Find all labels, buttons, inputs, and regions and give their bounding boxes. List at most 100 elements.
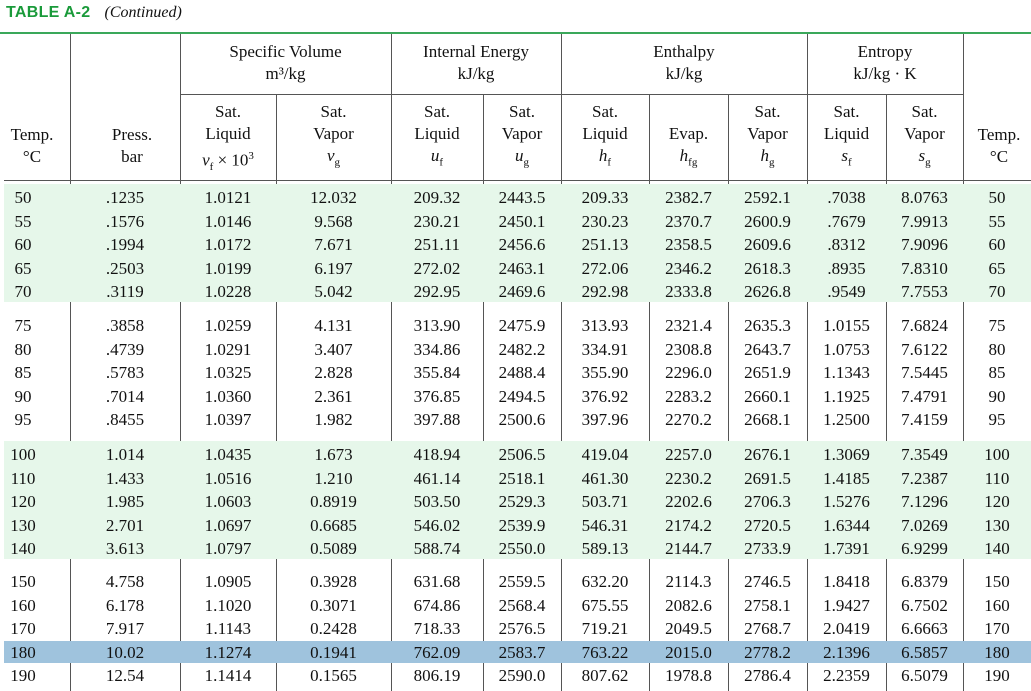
cell-hg: 2626.8 bbox=[744, 282, 791, 301]
cell-sf: .8935 bbox=[827, 258, 866, 278]
cell-uf: 272.02 bbox=[413, 258, 461, 278]
cell-uf: 230.21 bbox=[413, 211, 461, 231]
header-sg: Sat. Vapor sg bbox=[904, 102, 945, 169]
cell-uf: 313.90 bbox=[413, 316, 461, 335]
cell-vf: 1.0360 bbox=[204, 386, 252, 406]
cell-hfg: 2082.6 bbox=[665, 595, 712, 615]
cell-temp-right: 180 bbox=[984, 642, 1010, 662]
cell-ug: 2559.5 bbox=[498, 572, 546, 591]
cell-temp: 95 bbox=[14, 410, 32, 429]
cell-temp-right: 160 bbox=[984, 595, 1010, 615]
cell-sg: 7.6122 bbox=[901, 339, 948, 359]
cell-temp: 55 bbox=[14, 211, 32, 231]
group-entropy: Entropy kJ/kg · K bbox=[853, 42, 917, 83]
cell-hg: 2660.1 bbox=[744, 386, 791, 406]
cell-uf: 806.19 bbox=[413, 666, 461, 685]
cell-vg: 5.042 bbox=[314, 282, 353, 301]
cell-press: .7014 bbox=[105, 386, 145, 406]
cell-vf: 1.0259 bbox=[204, 316, 252, 335]
cell-sf: .9549 bbox=[827, 282, 866, 301]
cell-sg: 7.4159 bbox=[901, 410, 948, 429]
cell-press: .3858 bbox=[105, 316, 145, 335]
col-divider bbox=[180, 34, 181, 691]
cell-hg: 2676.1 bbox=[744, 445, 791, 464]
cell-temp: 190 bbox=[10, 666, 36, 685]
cell-ug: 2450.1 bbox=[498, 211, 546, 231]
cell-hg: 2635.3 bbox=[744, 316, 791, 335]
cell-sg: 7.7553 bbox=[901, 282, 948, 301]
cell-temp-right: 80 bbox=[988, 339, 1006, 359]
cell-vf: 1.1020 bbox=[204, 595, 252, 615]
cell-temp-right: 85 bbox=[988, 363, 1006, 382]
cell-uf: 209.32 bbox=[413, 188, 461, 207]
cell-sg: 6.6663 bbox=[901, 619, 948, 638]
cell-temp-right: 50 bbox=[988, 188, 1006, 207]
cell-sf: 2.0419 bbox=[823, 619, 870, 638]
cell-temp: 100 bbox=[10, 445, 36, 464]
cell-hf: 675.55 bbox=[581, 595, 629, 615]
cell-press: 3.613 bbox=[105, 539, 145, 558]
cell-vf: 1.0228 bbox=[204, 282, 252, 301]
cell-press: 1.433 bbox=[105, 468, 145, 488]
cell-temp: 70 bbox=[14, 282, 32, 301]
cell-ug: 2539.9 bbox=[498, 515, 546, 535]
cell-sf: 1.0155 bbox=[823, 316, 870, 335]
cell-hf: 419.04 bbox=[581, 445, 629, 464]
cell-sf: 1.9427 bbox=[823, 595, 870, 615]
cell-uf: 251.11 bbox=[413, 235, 461, 254]
cell-sf: .7679 bbox=[827, 211, 866, 231]
header-hfg: Evap. hfg bbox=[668, 124, 709, 169]
cell-ug: 2494.5 bbox=[498, 386, 546, 406]
cell-hg: 2691.5 bbox=[744, 468, 791, 488]
cell-hfg: 2370.7 bbox=[665, 211, 712, 231]
cell-sg: 7.6824 bbox=[901, 316, 948, 335]
cell-hf: 376.92 bbox=[581, 386, 629, 406]
cell-hfg: 2049.5 bbox=[665, 619, 712, 638]
cell-sf: 1.7391 bbox=[823, 539, 870, 558]
header-vf: Sat. Liquid vf × 103 bbox=[202, 102, 254, 174]
cell-vg: 2.828 bbox=[314, 363, 353, 382]
cell-vf: 1.0797 bbox=[204, 539, 252, 558]
cell-ug: 2456.6 bbox=[498, 235, 546, 254]
cell-sf: 1.2500 bbox=[823, 410, 870, 429]
cell-temp: 65 bbox=[14, 258, 32, 278]
cell-uf: 376.85 bbox=[413, 386, 461, 406]
cell-uf: 546.02 bbox=[413, 515, 461, 535]
header-vg: Sat. Vapor vg bbox=[313, 102, 354, 169]
cell-press: .1994 bbox=[105, 235, 145, 254]
cell-sg: 7.9913 bbox=[901, 211, 948, 231]
cell-vg: 1.673 bbox=[314, 445, 353, 464]
cell-temp-right: 150 bbox=[984, 572, 1010, 591]
cell-temp-right: 90 bbox=[988, 386, 1006, 406]
cell-sg: 8.0763 bbox=[901, 188, 948, 207]
cell-hf: 209.33 bbox=[581, 188, 629, 207]
cell-uf: 588.74 bbox=[413, 539, 461, 558]
cell-sf: 1.1343 bbox=[823, 363, 870, 382]
cell-hg: 2668.1 bbox=[744, 410, 791, 429]
cell-press: 4.758 bbox=[105, 572, 145, 591]
col-divider bbox=[728, 95, 729, 691]
top-rule bbox=[0, 32, 1031, 34]
cell-vg: 0.5089 bbox=[310, 539, 357, 558]
cell-vf: 1.0603 bbox=[204, 492, 252, 511]
cell-temp-right: 95 bbox=[988, 410, 1006, 429]
cell-sg: 7.5445 bbox=[901, 363, 948, 382]
cell-press: .1235 bbox=[105, 188, 145, 207]
table-title: TABLE A-2 (Continued) bbox=[6, 4, 182, 28]
col-divider bbox=[70, 34, 71, 691]
cell-hf: 230.23 bbox=[581, 211, 629, 231]
cell-ug: 2550.0 bbox=[498, 539, 546, 558]
cell-temp: 85 bbox=[14, 363, 32, 382]
header-uf: Sat. Liquid uf bbox=[414, 102, 460, 169]
cell-temp: 170 bbox=[10, 619, 36, 638]
cell-vg: 0.3071 bbox=[310, 595, 357, 615]
cell-press: .1576 bbox=[105, 211, 145, 231]
cell-temp-right: 100 bbox=[984, 445, 1010, 464]
cell-press: 12.54 bbox=[105, 666, 145, 685]
col-divider bbox=[807, 34, 808, 691]
cell-temp-right: 190 bbox=[984, 666, 1010, 685]
cell-hfg: 2321.4 bbox=[665, 316, 712, 335]
cell-vg: 0.1941 bbox=[310, 642, 357, 662]
cell-temp: 130 bbox=[10, 515, 36, 535]
cell-hfg: 1978.8 bbox=[665, 666, 712, 685]
